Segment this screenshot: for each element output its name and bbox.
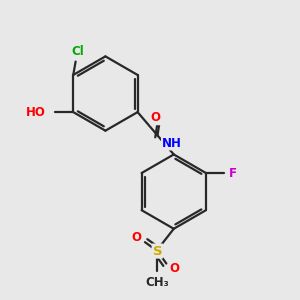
Text: Cl: Cl bbox=[71, 45, 84, 58]
Text: O: O bbox=[151, 111, 161, 124]
Text: O: O bbox=[132, 231, 142, 244]
Text: F: F bbox=[229, 167, 237, 179]
Text: S: S bbox=[153, 244, 162, 258]
Text: CH₃: CH₃ bbox=[146, 276, 169, 289]
Text: O: O bbox=[169, 262, 179, 275]
Text: NH: NH bbox=[162, 136, 182, 149]
Text: HO: HO bbox=[26, 106, 46, 118]
